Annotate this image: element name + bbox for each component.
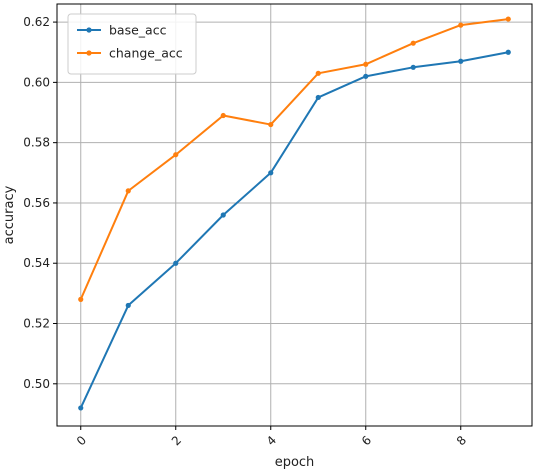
- data-point: [315, 70, 321, 76]
- y-axis-label: accuracy: [2, 185, 17, 244]
- data-point: [220, 112, 226, 119]
- data-point: [363, 73, 369, 79]
- grid-lines: [57, 4, 532, 426]
- data-point: [505, 16, 511, 22]
- series-base-acc: [78, 49, 511, 411]
- data-point: [78, 405, 84, 411]
- x-axis-label: epoch: [275, 455, 315, 470]
- data-point: [410, 64, 416, 70]
- legend-entry: base_acc: [77, 23, 167, 38]
- y-tick-label: 0.50: [23, 377, 50, 391]
- plot-frame: [56, 3, 533, 427]
- data-point: [78, 296, 84, 302]
- legend-label: change_acc: [109, 46, 183, 61]
- data-point: [220, 212, 226, 218]
- data-point: [173, 260, 179, 266]
- y-tick-label: 0.60: [23, 75, 50, 89]
- y-tick-label: 0.62: [23, 15, 50, 29]
- legend-label: base_acc: [109, 23, 167, 38]
- data-point: [125, 302, 131, 309]
- data-point: [125, 188, 131, 194]
- data-point: [505, 49, 511, 55]
- legend-marker: [86, 50, 92, 56]
- legend: base_acc change_acc: [67, 13, 197, 75]
- data-point: [268, 121, 274, 128]
- data-point: [173, 152, 179, 158]
- series-line: [79, 51, 509, 409]
- data-point: [458, 22, 464, 28]
- data-point: [410, 40, 416, 46]
- data-point: [458, 58, 464, 64]
- legend-marker: [86, 27, 92, 33]
- y-tick-labels: 0.50 0.52 0.54 0.56 0.58 0.60 0.62: [23, 15, 57, 391]
- y-tick-label: 0.58: [23, 136, 50, 150]
- data-point: [363, 61, 369, 67]
- y-tick-label: 0.56: [23, 196, 50, 210]
- y-tick-label: 0.52: [23, 317, 50, 331]
- series-change-acc: [78, 16, 511, 302]
- data-point: [315, 94, 321, 101]
- plot-series: [78, 16, 511, 411]
- legend-entry: change_acc: [77, 46, 183, 61]
- y-tick-label: 0.54: [23, 256, 50, 270]
- series-line: [79, 18, 509, 300]
- data-point: [268, 170, 274, 176]
